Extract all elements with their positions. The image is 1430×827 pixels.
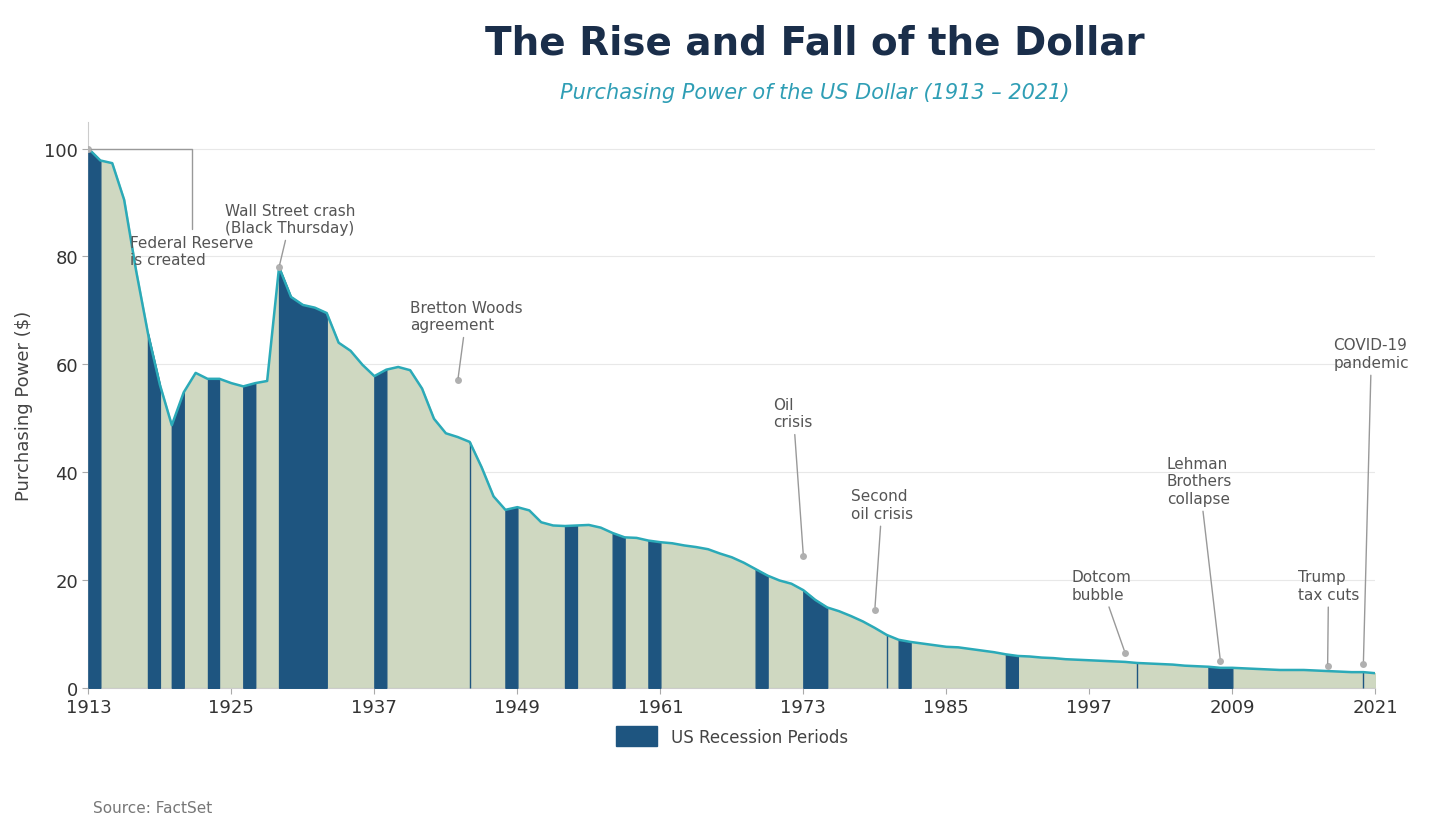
Text: Purchasing Power of the US Dollar (1913 – 2021): Purchasing Power of the US Dollar (1913 … [561, 83, 1070, 103]
Text: Lehman
Brothers
collapse: Lehman Brothers collapse [1167, 457, 1233, 658]
Y-axis label: Purchasing Power ($): Purchasing Power ($) [14, 310, 33, 500]
Legend: US Recession Periods: US Recession Periods [609, 719, 855, 753]
Text: Source: FactSet: Source: FactSet [93, 800, 212, 815]
Text: Wall Street crash
(Black Thursday): Wall Street crash (Black Thursday) [226, 203, 356, 265]
Text: Oil
crisis: Oil crisis [774, 397, 812, 553]
Text: Bretton Woods
agreement: Bretton Woods agreement [410, 300, 523, 378]
Text: COVID-19
pandemic: COVID-19 pandemic [1334, 338, 1409, 661]
Text: Second
oil crisis: Second oil crisis [851, 489, 914, 607]
Text: Federal Reserve
is created: Federal Reserve is created [92, 150, 253, 268]
Text: The Rise and Fall of the Dollar: The Rise and Fall of the Dollar [485, 25, 1145, 63]
Text: Trump
tax cuts: Trump tax cuts [1298, 570, 1358, 663]
Text: Dotcom
bubble: Dotcom bubble [1071, 570, 1131, 650]
